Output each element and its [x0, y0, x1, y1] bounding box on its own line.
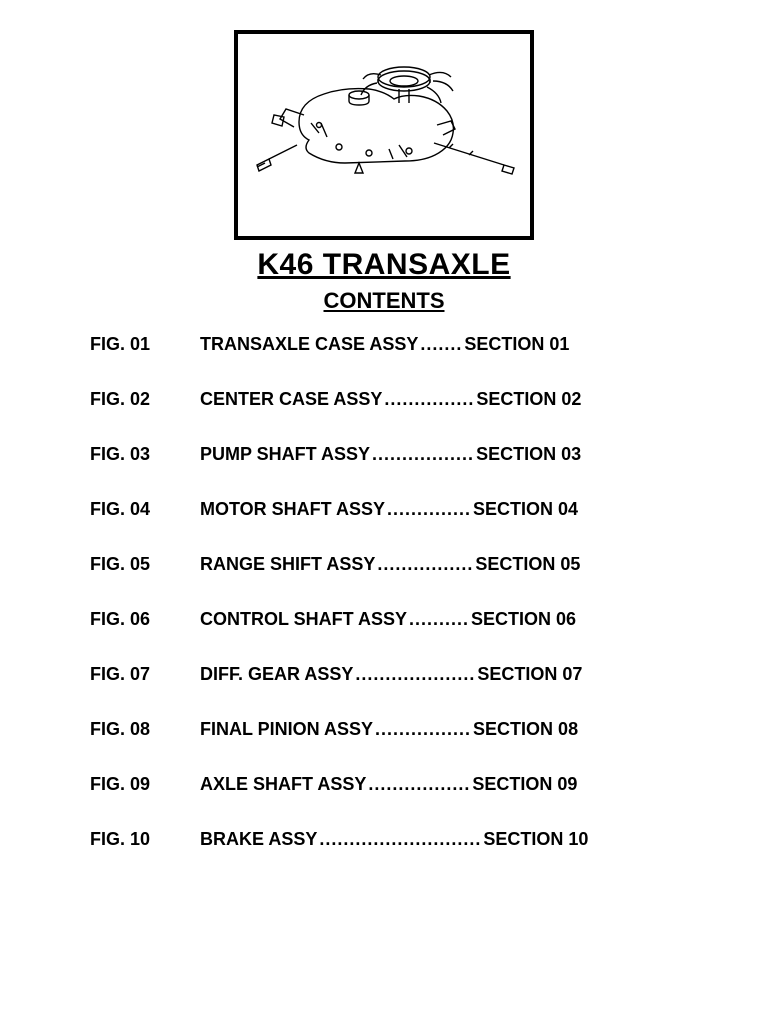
toc-description: FINAL PINION ASSY: [200, 719, 373, 740]
toc-leader-dots: ................: [375, 554, 475, 575]
toc-section-label: SECTION 04: [473, 499, 578, 520]
toc-leader-dots: ..........: [407, 609, 471, 630]
toc-fig-label: FIG. 02: [90, 389, 200, 410]
toc-leader-dots: .................: [370, 444, 476, 465]
toc-description: PUMP SHAFT ASSY: [200, 444, 370, 465]
toc-description: MOTOR SHAFT ASSY: [200, 499, 385, 520]
toc-description: TRANSAXLE CASE ASSY: [200, 334, 418, 355]
toc-fig-label: FIG. 06: [90, 609, 200, 630]
transaxle-illustration: [249, 45, 519, 225]
toc-fig-label: FIG. 04: [90, 499, 200, 520]
toc-description: BRAKE ASSY: [200, 829, 317, 850]
toc-leader-dots: ...............: [382, 389, 476, 410]
toc-section-label: SECTION 06: [471, 609, 576, 630]
toc-fig-label: FIG. 07: [90, 664, 200, 685]
toc-row: FIG. 06CONTROL SHAFT ASSY..........SECTI…: [90, 609, 678, 630]
toc-section-label: SECTION 07: [477, 664, 582, 685]
toc-leader-dots: .................: [366, 774, 472, 795]
toc-description: AXLE SHAFT ASSY: [200, 774, 366, 795]
toc-fig-label: FIG. 01: [90, 334, 200, 355]
toc-fig-label: FIG. 09: [90, 774, 200, 795]
toc-row: FIG. 05RANGE SHIFT ASSY................S…: [90, 554, 678, 575]
toc-section-label: SECTION 02: [476, 389, 581, 410]
toc-list: FIG. 01TRANSAXLE CASE ASSY.......SECTION…: [60, 334, 708, 850]
transaxle-image-frame: [234, 30, 534, 240]
toc-section-label: SECTION 09: [472, 774, 577, 795]
toc-row: FIG. 09AXLE SHAFT ASSY.................S…: [90, 774, 678, 795]
toc-row: FIG. 10BRAKE ASSY.......................…: [90, 829, 678, 850]
toc-section-label: SECTION 03: [476, 444, 581, 465]
toc-fig-label: FIG. 10: [90, 829, 200, 850]
toc-description: CONTROL SHAFT ASSY: [200, 609, 407, 630]
toc-leader-dots: ...........................: [317, 829, 483, 850]
toc-fig-label: FIG. 05: [90, 554, 200, 575]
toc-leader-dots: ................: [373, 719, 473, 740]
toc-row: FIG. 01TRANSAXLE CASE ASSY.......SECTION…: [90, 334, 678, 355]
toc-row: FIG. 08FINAL PINION ASSY................…: [90, 719, 678, 740]
toc-row: FIG. 03PUMP SHAFT ASSY.................S…: [90, 444, 678, 465]
page-title: K46 TRANSAXLE: [60, 248, 708, 282]
toc-section-label: SECTION 10: [483, 829, 588, 850]
toc-section-label: SECTION 08: [473, 719, 578, 740]
toc-description: CENTER CASE ASSY: [200, 389, 382, 410]
toc-fig-label: FIG. 08: [90, 719, 200, 740]
toc-description: RANGE SHIFT ASSY: [200, 554, 375, 575]
toc-leader-dots: ....................: [353, 664, 477, 685]
toc-row: FIG. 04MOTOR SHAFT ASSY..............SEC…: [90, 499, 678, 520]
toc-description: DIFF. GEAR ASSY: [200, 664, 353, 685]
toc-section-label: SECTION 01: [464, 334, 569, 355]
toc-leader-dots: .......: [418, 334, 464, 355]
contents-heading: CONTENTS: [60, 288, 708, 314]
toc-row: FIG. 02CENTER CASE ASSY...............SE…: [90, 389, 678, 410]
toc-row: FIG. 07DIFF. GEAR ASSY..................…: [90, 664, 678, 685]
toc-fig-label: FIG. 03: [90, 444, 200, 465]
toc-leader-dots: ..............: [385, 499, 473, 520]
toc-section-label: SECTION 05: [475, 554, 580, 575]
